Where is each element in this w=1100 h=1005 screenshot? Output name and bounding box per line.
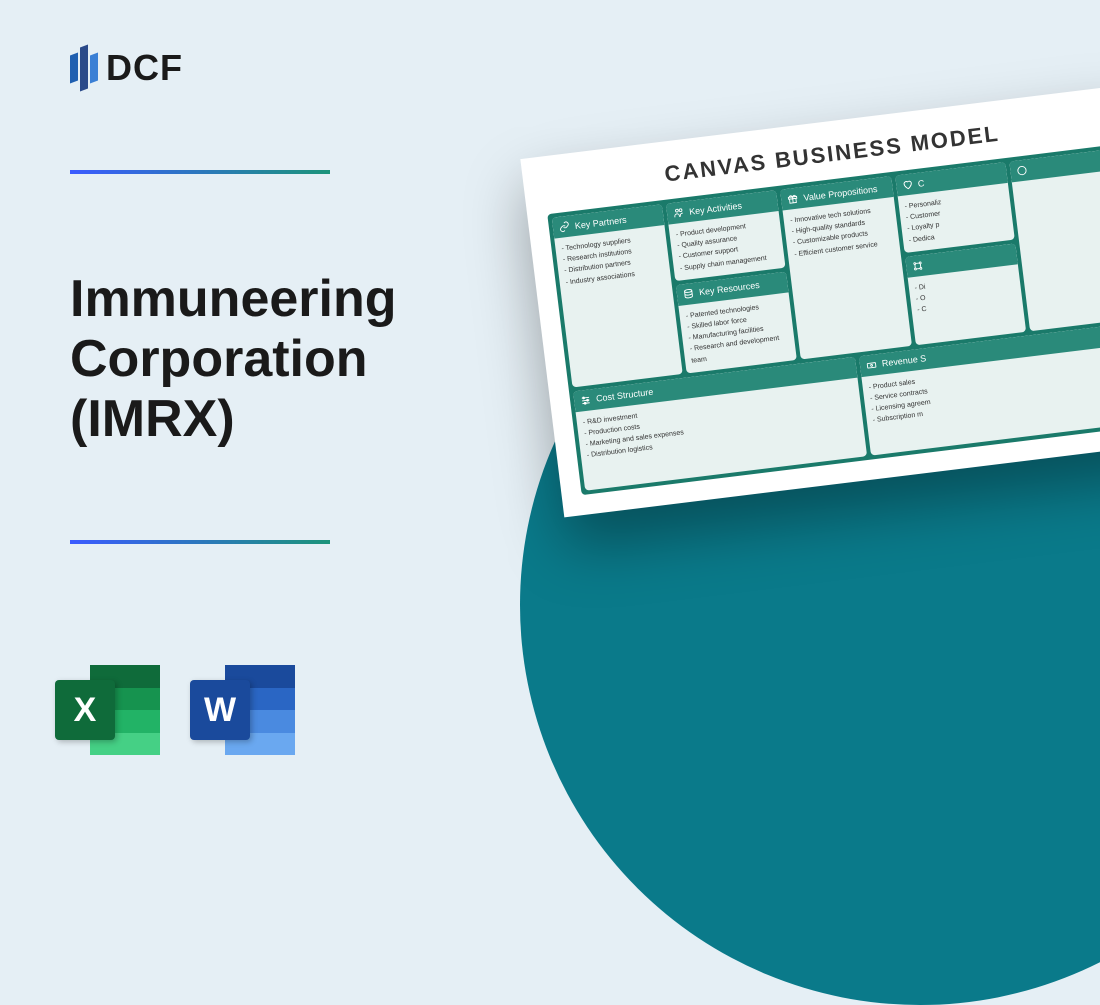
sliders-icon [580,394,592,406]
word-icon: W [190,660,295,760]
divider-bottom [70,540,330,544]
kr-label: Key Resources [699,280,761,297]
divider-top [70,170,330,174]
cell-value-propositions: Value Propositions Innovative tech solut… [780,176,911,359]
kp-body: Technology suppliersResearch institution… [554,225,671,295]
cell-customer-segments [1009,148,1100,331]
cr-body: PersonalizCustomerLoyalty pDedica [897,183,1014,253]
heart-icon [901,179,913,191]
page-title: ImmuneeringCorporation(IMRX) [70,270,397,449]
cell-key-activities: Key Activities Product developmentQualit… [666,190,786,281]
cell-key-resources: Key Resources Patented technologiesSkill… [676,271,797,373]
excel-icon: X [55,660,160,760]
rev-label: Revenue S [881,353,926,368]
ka-label: Key Activities [689,200,743,216]
cell-channels: DiOC [905,243,1026,345]
excel-letter: X [55,680,115,740]
gift-icon [787,193,799,205]
database-icon [683,288,695,300]
kp-label: Key Partners [574,214,627,230]
dcf-logo: DCF [70,46,183,90]
vp-body: Innovative tech solutionsHigh-quality st… [783,197,900,267]
word-letter: W [190,680,250,740]
logo-bars-icon [70,46,98,90]
cell-customer-relationships: C PersonalizCustomerLoyalty pDedica [895,162,1015,253]
cost-label: Cost Structure [596,387,654,404]
segment-icon [1016,164,1028,176]
cr-label: C [917,178,925,189]
ka-body: Product developmentQuality assuranceCust… [669,211,786,281]
link-icon [558,221,570,233]
cell-key-partners: Key Partners Technology suppliersResearc… [552,204,683,387]
logo-text: DCF [106,47,183,89]
channels-icon [911,260,923,272]
money-icon [865,359,877,371]
business-model-canvas: CANVAS BUSINESS MODEL Key Partners Techn… [520,84,1100,518]
users-icon [673,207,685,219]
app-icons-row: X W [55,660,295,760]
bmc-grid: Key Partners Technology suppliersResearc… [547,144,1100,495]
kr-body: Patented technologiesSkilled labor force… [679,292,798,373]
